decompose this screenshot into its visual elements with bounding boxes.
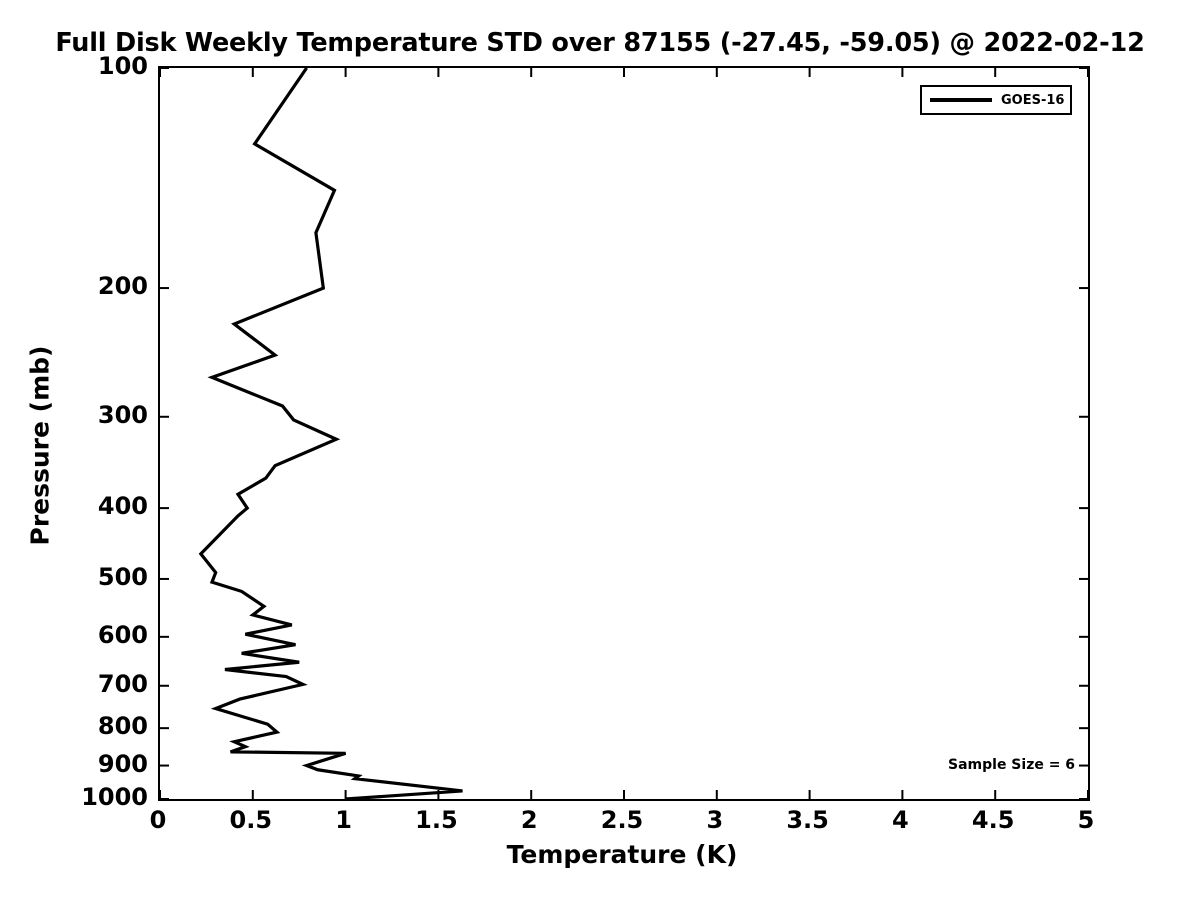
y-tick-label: 500 — [97, 562, 148, 591]
legend-item-label: GOES-16 — [1001, 92, 1065, 108]
y-tick-label: 400 — [97, 492, 148, 521]
x-tick-label: 0.5 — [229, 806, 273, 834]
y-tick-label: 200 — [97, 272, 148, 301]
y-tick-label: 100 — [97, 52, 148, 80]
y-tick-label: 700 — [97, 669, 148, 698]
page-title: Full Disk Weekly Temperature STD over 87… — [55, 28, 1145, 58]
plot-area — [158, 66, 1090, 801]
y-axis-tick-labels: 100 200 300 400 500 600 700 800 900 1000 — [0, 0, 148, 900]
y-tick-label: 300 — [97, 400, 148, 429]
x-tick-label: 1.5 — [415, 806, 458, 834]
x-axis-tick-labels: 0 0.5 1 1.5 2 2.5 3 3.5 4 4.5 5 — [0, 806, 1200, 840]
y-tick-label: 900 — [97, 749, 148, 778]
x-tick-label: 5 — [1077, 806, 1095, 834]
x-tick-label: 3.5 — [786, 806, 829, 834]
y-tick-label: 600 — [97, 620, 148, 649]
x-tick-label: 4.5 — [971, 806, 1015, 834]
x-axis-label: Temperature (K) — [506, 840, 738, 869]
x-tick-label: 2 — [520, 806, 538, 834]
y-axis-ticks — [160, 68, 1088, 799]
x-axis-ticks — [160, 68, 1088, 799]
legend-line-swatch — [930, 98, 992, 102]
y-tick-label: 1000 — [81, 783, 148, 811]
x-tick-label: 2.5 — [600, 806, 644, 834]
x-tick-label: 0 — [149, 806, 167, 834]
x-tick-label: 1 — [335, 806, 352, 834]
x-tick-label: 3 — [706, 806, 724, 834]
series-line-goes-16 — [198, 68, 463, 799]
legend[interactable]: GOES-16 — [920, 85, 1072, 115]
y-tick-label: 800 — [97, 712, 148, 741]
x-tick-label: 4 — [892, 806, 909, 834]
sample-size-annotation: Sample Size = 6 — [948, 757, 1076, 773]
data-line-chart — [160, 68, 1088, 799]
